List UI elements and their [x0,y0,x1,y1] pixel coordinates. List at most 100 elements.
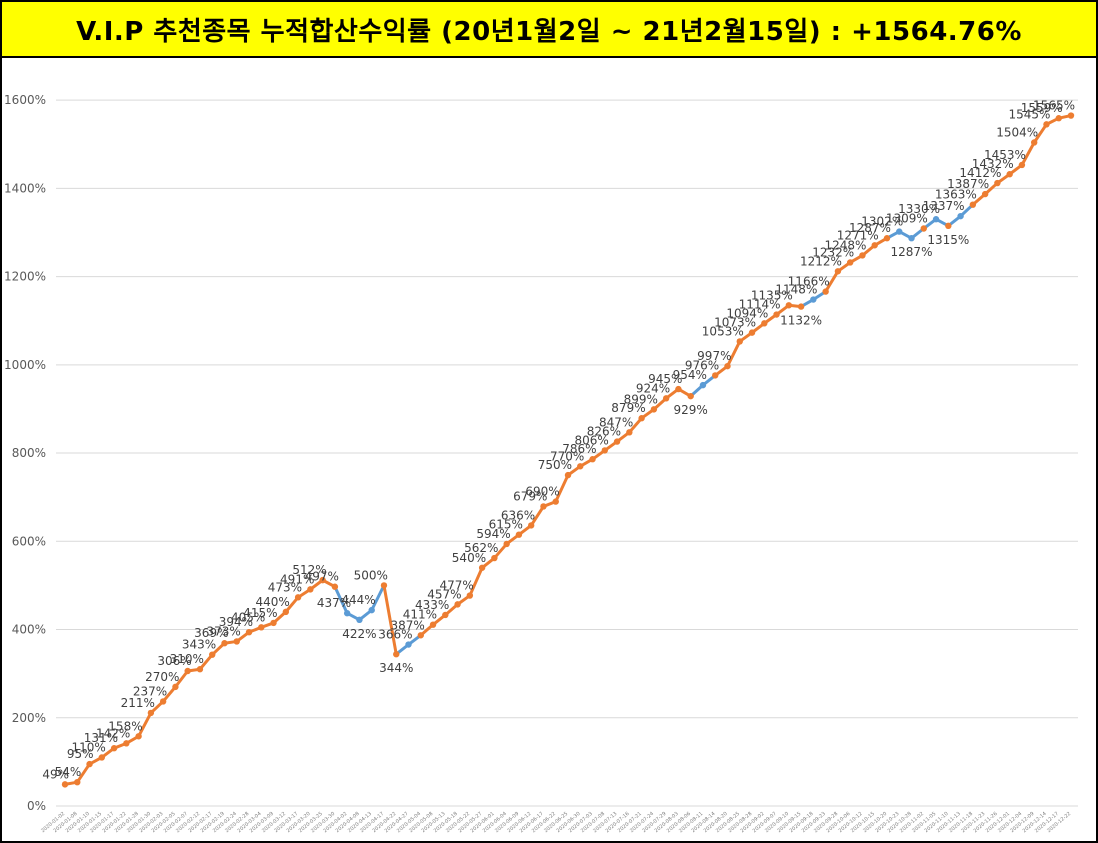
data-point [1030,139,1038,146]
data-label: 310% [170,652,204,666]
data-label: 411% [403,608,437,622]
data-label: 540% [452,551,486,565]
data-point [724,362,731,370]
data-point [564,471,572,479]
data-point [147,709,155,717]
data-label: 1302% [861,215,903,229]
data-point [601,447,609,454]
data-point [748,329,756,336]
data-label: 437% [317,596,351,610]
data-point [675,385,682,393]
y-tick-label: 0% [27,799,46,813]
data-point [393,651,400,658]
data-point [209,651,216,658]
data-point [712,372,719,379]
series-segment-blue [370,583,386,612]
data-point [503,540,510,548]
data-label: 422% [342,627,376,641]
data-label: 997% [697,349,731,363]
data-label: 1053% [702,324,744,338]
data-point [331,583,339,590]
series-segment-orange [468,566,484,598]
data-label: 158% [108,719,142,733]
data-label: 679% [513,489,547,503]
data-label: 405% [231,610,265,624]
data-point [417,632,424,639]
data-label: 500% [354,568,388,582]
series-segment-orange [75,762,92,784]
data-label: 879% [611,401,645,415]
series-segment-blue [333,585,349,615]
data-point [981,190,989,198]
data-label: 1094% [726,306,768,320]
data-point [773,311,780,318]
data-label: 770% [550,449,584,463]
data-label: 237% [133,684,167,698]
data-label: 444% [341,593,375,607]
data-point [810,296,817,303]
data-point [1006,171,1013,178]
data-label: 1287% [891,245,933,259]
data-point [896,228,903,235]
data-point [1067,112,1075,119]
data-label: 95% [67,747,94,761]
data-point [846,259,854,266]
data-label: 690% [525,485,559,499]
data-point [343,610,351,617]
data-label: 49% [42,767,69,781]
data-point [687,392,694,400]
data-label: 750% [538,458,572,472]
data-point [282,608,290,616]
data-label: 636% [501,508,535,522]
data-point [736,338,743,345]
data-point [380,582,388,589]
data-point [356,616,363,624]
y-tick-label: 1400% [4,181,46,195]
data-point [98,754,106,761]
data-label: 899% [624,392,658,406]
data-point [1018,161,1026,169]
data-label: 1559% [1021,101,1063,115]
data-label: 344% [379,661,413,675]
data-label: 924% [636,381,670,395]
data-label: 847% [599,415,633,429]
data-point [442,611,449,619]
y-tick-label: 400% [12,623,46,637]
series-segment-orange [137,711,153,738]
data-point [368,606,375,614]
data-label: 1073% [714,316,756,330]
data-point [123,740,130,747]
data-label: 1135% [751,288,793,302]
data-label: 1330% [898,202,940,216]
data-point [883,235,891,242]
data-label: 1453% [984,148,1026,162]
data-point [135,733,142,740]
data-point [908,235,915,242]
data-label: 387% [390,618,424,632]
data-label: 512% [292,563,326,577]
y-tick-label: 600% [12,534,46,548]
data-point [1055,115,1062,122]
data-point [540,503,547,510]
data-label: 1271% [837,228,879,242]
data-point [61,781,69,788]
data-point [245,628,253,636]
data-label: 433% [415,598,449,612]
data-point [196,666,204,673]
data-label: 1212% [800,254,842,268]
data-label: 491% [280,572,314,586]
series-segment-orange [1020,140,1036,167]
data-label: 477% [440,579,474,593]
data-point [478,564,486,571]
series-segment-orange [725,339,742,368]
data-label: 1248% [824,238,866,252]
data-label: 615% [489,518,523,532]
data-point [969,201,977,208]
data-point [466,592,474,599]
data-point [834,268,842,275]
data-point [233,638,240,645]
data-point [797,303,805,310]
data-point [822,288,829,295]
data-label: 1148% [775,283,817,297]
